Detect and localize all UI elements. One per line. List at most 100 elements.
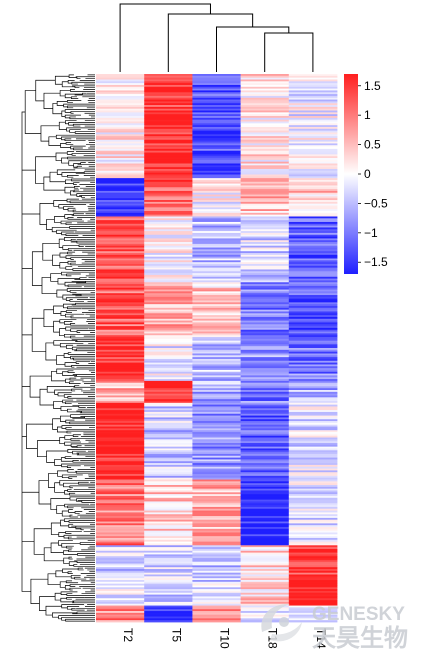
- heatmap-cell: [240, 97, 290, 100]
- heatmap-cell: [240, 569, 290, 572]
- heatmap-cell: [288, 84, 338, 88]
- heatmap-cell: [96, 320, 145, 323]
- heatmap-cell: [288, 183, 338, 186]
- heatmap-cell: [288, 176, 338, 179]
- heatmap-cell: [192, 234, 241, 237]
- heatmap-cell: [288, 384, 338, 387]
- heatmap-cell: [192, 262, 241, 265]
- heatmap-cell: [192, 256, 241, 259]
- col-dendro-link-root: [119, 3, 211, 72]
- heatmap-cell: [192, 148, 241, 152]
- heatmap-cell: [192, 364, 241, 367]
- heatmap-cell: [192, 547, 241, 550]
- heatmap-cell: [96, 304, 145, 307]
- heatmap-cell: [144, 326, 193, 329]
- heatmap-cell: [288, 587, 338, 590]
- heatmap-cell: [192, 468, 241, 471]
- heatmap-cell: [144, 174, 193, 177]
- heatmap-cell: [288, 620, 338, 623]
- heatmap-cell: [96, 97, 145, 100]
- heatmap-cell: [288, 274, 338, 278]
- heatmap-cell: [96, 457, 145, 460]
- heatmap-cell: [144, 442, 193, 446]
- heatmap-cell: [144, 273, 193, 276]
- heatmap-cell: [240, 108, 290, 111]
- heatmap-cell: [96, 611, 145, 614]
- heatmap-cell: [240, 508, 290, 511]
- heatmap-cell: [192, 313, 241, 316]
- heatmap-cell: [192, 483, 241, 486]
- heatmap-cell: [192, 600, 241, 603]
- heatmap-cell: [240, 441, 290, 444]
- heatmap-cell: [240, 527, 290, 530]
- heatmap-cell: [144, 556, 193, 559]
- heatmap-cell: [240, 190, 290, 194]
- heatmap-cell: [288, 512, 338, 515]
- heatmap-cell: [96, 179, 145, 183]
- heatmap-cell: [144, 600, 193, 603]
- heatmap-cell: [192, 390, 241, 393]
- heatmap-cell: [96, 285, 145, 289]
- heatmap-cell: [144, 344, 193, 347]
- heatmap-cell: [96, 411, 145, 415]
- heatmap-cell: [240, 483, 290, 486]
- heatmap-cell: [144, 145, 193, 148]
- heatmap-cell: [240, 196, 290, 199]
- heatmap-cell: [96, 430, 145, 433]
- heatmap-cell: [240, 216, 290, 219]
- heatmap-cell: [288, 455, 338, 458]
- heatmap-cell: [240, 106, 290, 110]
- heatmap-cell: [96, 148, 145, 152]
- heatmap-cell: [288, 327, 338, 331]
- heatmap-cell: [240, 316, 290, 320]
- column-label-t5: T5: [169, 628, 183, 642]
- heatmap-cell: [288, 523, 338, 526]
- heatmap-cell: [192, 75, 241, 79]
- heatmap-cell: [96, 561, 145, 564]
- heatmap-cell: [96, 554, 145, 557]
- heatmap-cell: [192, 212, 241, 216]
- heatmap-cell: [96, 463, 145, 466]
- heatmap-cell: [144, 83, 193, 86]
- heatmap-cell: [144, 539, 193, 543]
- heatmap-cell: [144, 337, 193, 340]
- heatmap-cell: [96, 329, 145, 332]
- heatmap-cell: [240, 534, 290, 537]
- heatmap-cell: [144, 541, 193, 544]
- heatmap-cell: [288, 106, 338, 110]
- heatmap-cell: [96, 410, 145, 413]
- heatmap-cell: [144, 254, 193, 258]
- heatmap-cell: [240, 548, 290, 552]
- heatmap-cell: [144, 189, 193, 192]
- heatmap-cell: [240, 256, 290, 259]
- heatmap-cell: [192, 583, 241, 586]
- heatmap-cell: [240, 488, 290, 491]
- heatmap-cell: [96, 534, 145, 537]
- heatmap-cell: [288, 570, 338, 574]
- heatmap-cell: [192, 147, 241, 150]
- heatmap-cell: [240, 547, 290, 550]
- heatmap-cell: [192, 457, 241, 460]
- heatmap-cell: [96, 156, 145, 159]
- heatmap-cell: [192, 527, 241, 530]
- heatmap-cell: [192, 512, 241, 515]
- heatmap-cell: [192, 134, 241, 137]
- heatmap-cell: [144, 441, 193, 444]
- heatmap-cell: [192, 430, 241, 433]
- heatmap-cell: [192, 581, 241, 585]
- heatmap-cell: [240, 426, 290, 429]
- heatmap-cell: [288, 360, 338, 364]
- heatmap-cell: [96, 86, 145, 90]
- heatmap-cell: [288, 572, 338, 575]
- heatmap-cell: [240, 607, 290, 610]
- heatmap-cell: [144, 495, 193, 499]
- heatmap-cell: [240, 158, 290, 161]
- heatmap-cell: [144, 114, 193, 117]
- heatmap-cell: [288, 574, 338, 577]
- heatmap-cell: [288, 216, 338, 219]
- watermark: GENESKY 天昊生物: [261, 603, 408, 652]
- heatmap-cell: [288, 249, 338, 252]
- heatmap-cell: [192, 183, 241, 186]
- heatmap-cell: [144, 413, 193, 416]
- heatmap-cell: [96, 128, 145, 132]
